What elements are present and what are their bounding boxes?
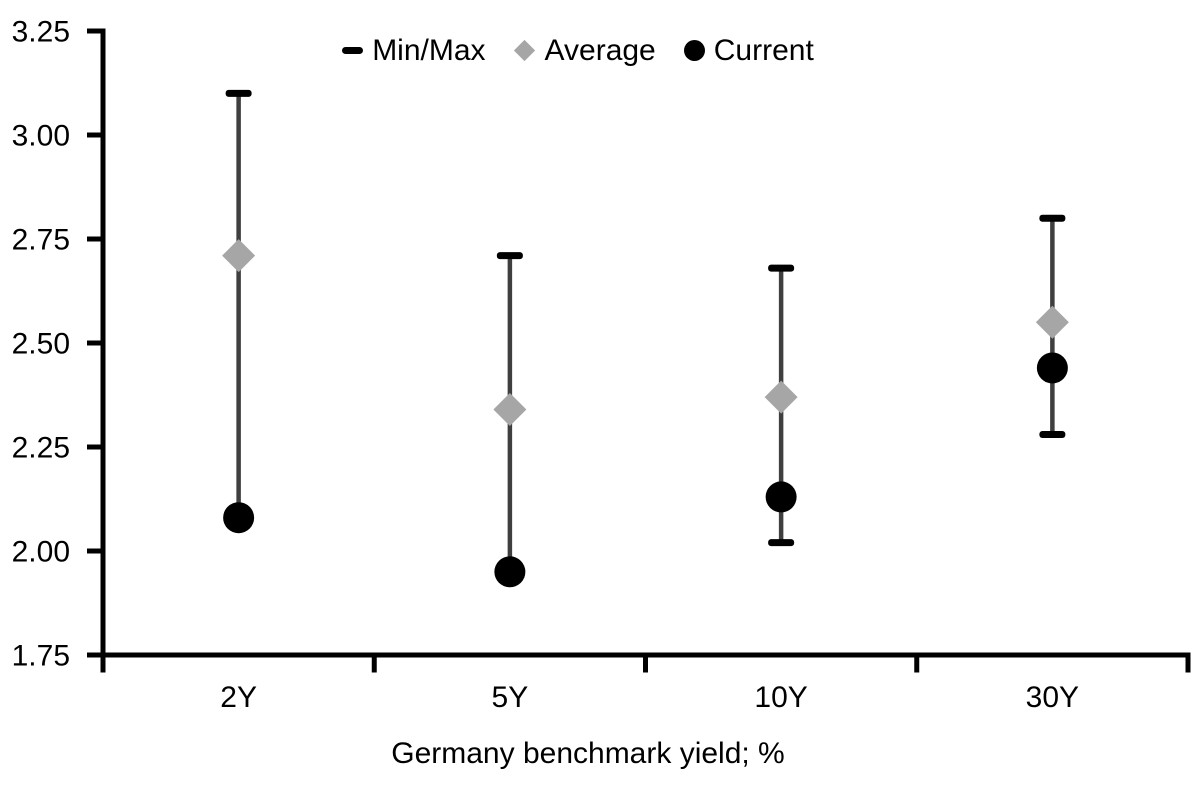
max-cap-2Y [225,89,252,97]
y-tick-label: 1.75 [12,640,70,673]
x-category-label: 2Y [220,681,257,714]
min-cap-30Y [1039,431,1066,439]
min-cap-10Y [768,539,795,547]
current-marker-10Y [765,481,797,513]
average-marker-10Y [764,380,798,414]
average-marker-30Y [1035,305,1069,339]
y-tick-label: 2.25 [12,432,70,465]
current-marker-5Y [494,556,526,588]
x-category-label: 30Y [1026,681,1079,714]
x-category-label: 5Y [492,681,529,714]
y-tick-label: 2.50 [12,328,70,361]
max-cap-5Y [496,252,523,260]
max-cap-30Y [1039,214,1066,222]
y-tick-label: 3.25 [12,16,70,49]
current-marker-2Y [223,502,255,534]
y-tick-label: 2.00 [12,536,70,569]
average-marker-5Y [493,393,527,427]
current-marker-30Y [1036,352,1068,384]
y-tick-label: 2.75 [12,224,70,257]
y-tick-label: 3.00 [12,120,70,153]
x-category-label: 10Y [754,681,807,714]
average-marker-2Y [222,239,256,273]
max-cap-10Y [768,264,795,272]
